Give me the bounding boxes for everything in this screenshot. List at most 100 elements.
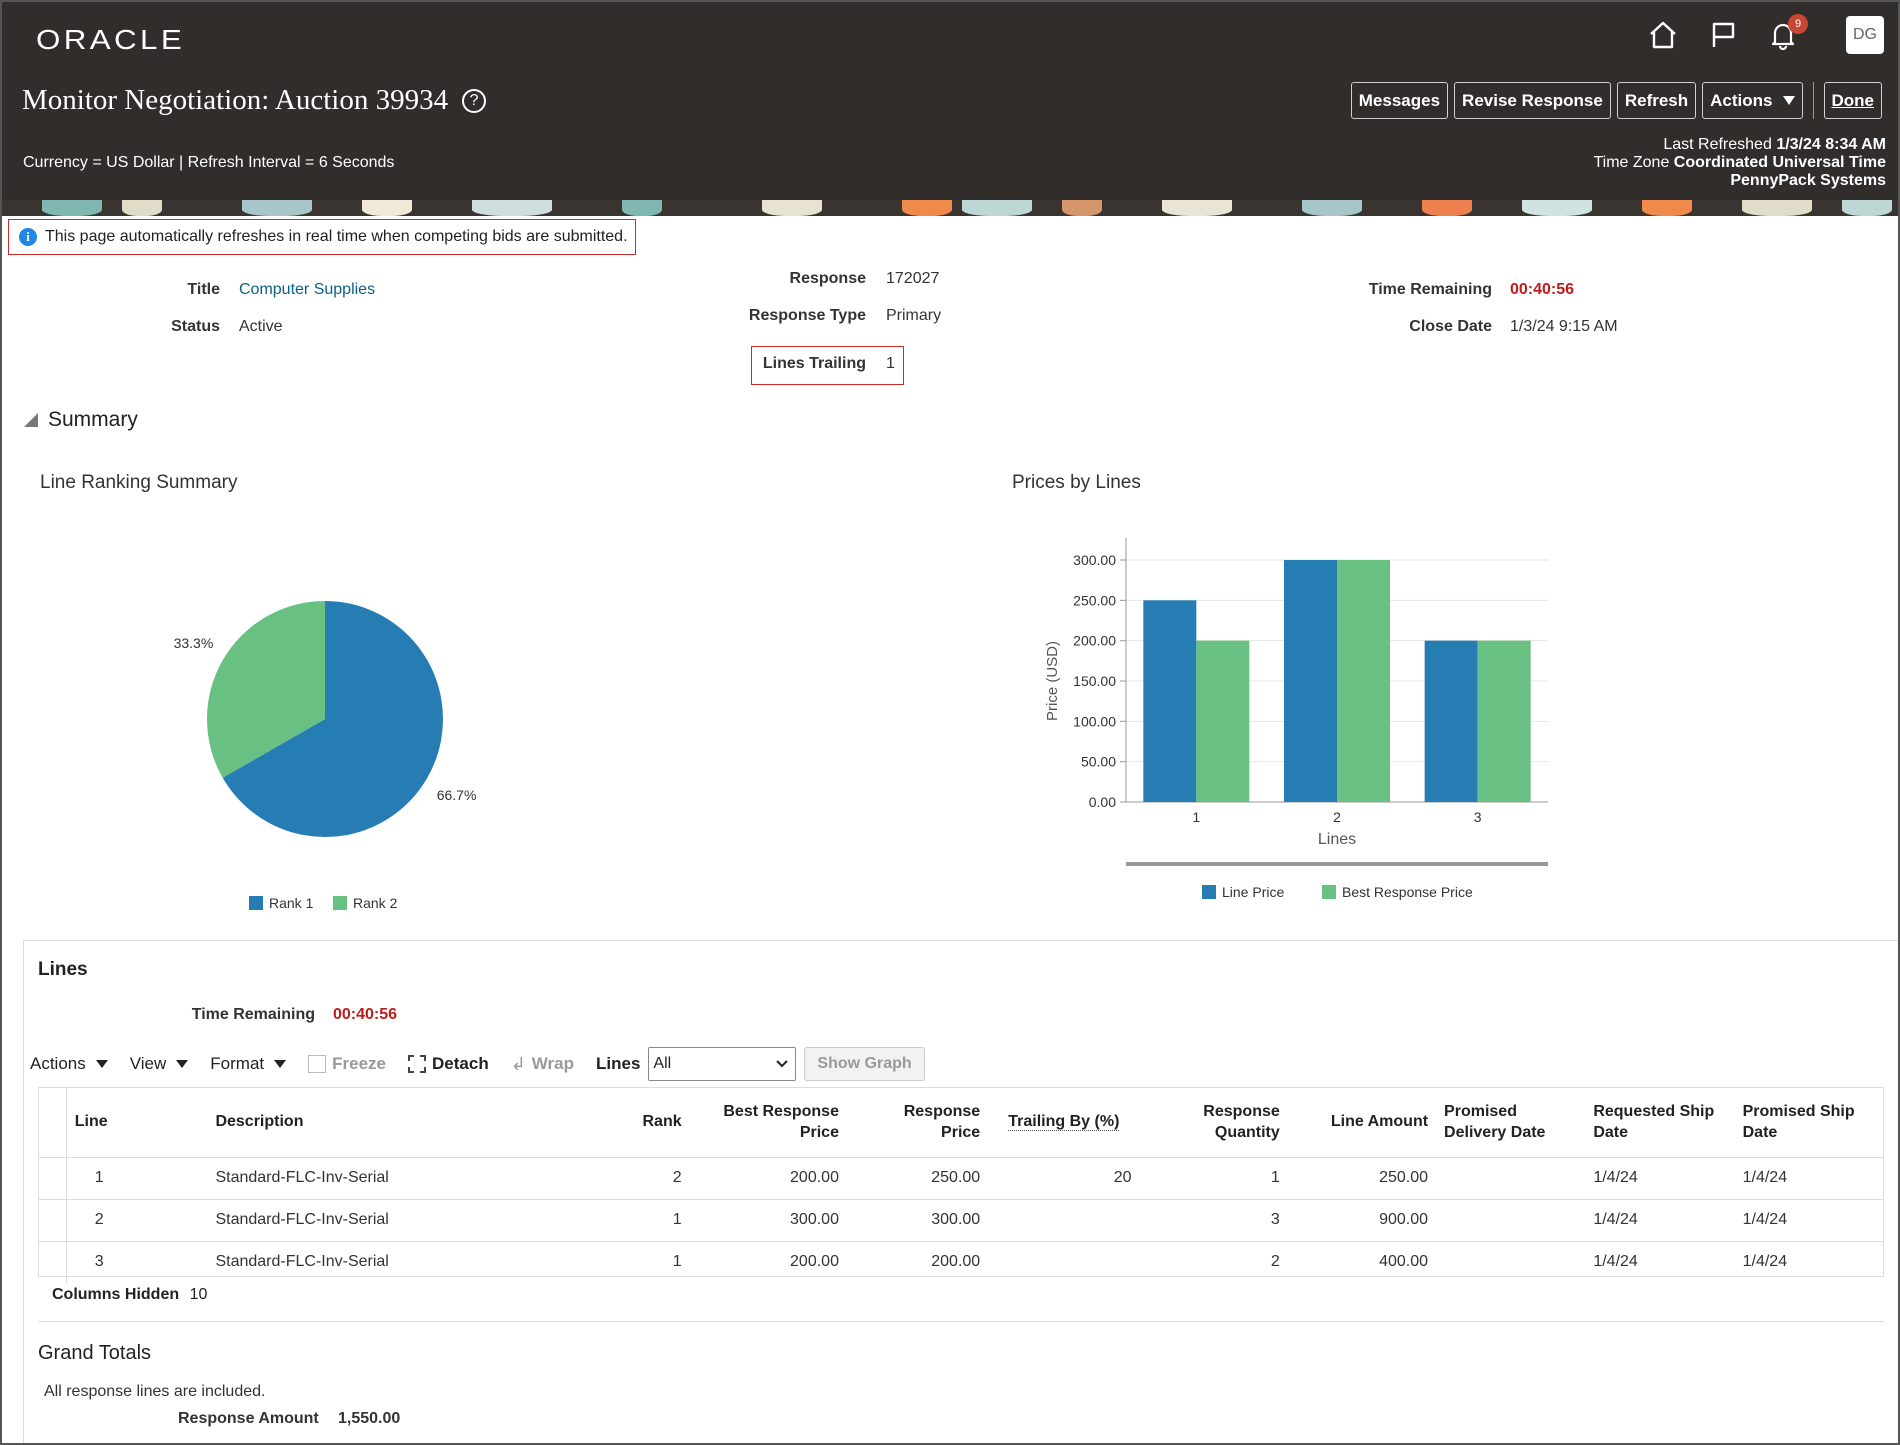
prices-by-lines-bar-chart: 0.00 50.00 100.00 150.00 200.00 250.00 300.00 1…	[1044, 538, 1548, 900]
promised-ship-cell: 1/4/24	[1734, 1240, 1884, 1283]
help-icon[interactable]: ?	[462, 88, 487, 113]
column-header-promised-delivery-date[interactable]: Promised Delivery Date	[1444, 1102, 1546, 1141]
columns-hidden-label: Columns Hidden	[52, 1286, 180, 1303]
info-message-text: This page automatically refreshes in rea…	[45, 228, 628, 245]
table-actions-label: Actions	[30, 1054, 86, 1073]
lines-toolbar: Actions View Format Freeze Detach ↲ Wrap…	[30, 1047, 925, 1081]
y-axis-label: Price (USD)	[1044, 641, 1061, 721]
lines-trailing-value: 1	[886, 355, 895, 372]
column-header-response-quantity[interactable]: Response Quantity	[1203, 1102, 1280, 1141]
currency-info: Currency = US Dollar | Refresh Interval …	[23, 154, 395, 171]
refresh-button[interactable]: Refresh	[1616, 82, 1697, 119]
view-menu[interactable]: View	[130, 1054, 189, 1074]
legend-swatch	[1322, 885, 1336, 899]
home-icon[interactable]	[1646, 18, 1680, 52]
last-refreshed-value: 1/3/24 8:34 AM	[1776, 136, 1886, 153]
title-label: Title	[187, 281, 220, 298]
best-response-price-cell: 300.00	[689, 1198, 847, 1241]
line-amount-cell: 250.00	[1287, 1156, 1437, 1199]
caret-down-icon	[274, 1060, 287, 1068]
flag-icon[interactable]	[1706, 18, 1740, 52]
column-header-response-price[interactable]: Response Price	[903, 1102, 981, 1141]
trailing-by-cell: 20	[988, 1156, 1140, 1199]
table-row[interactable]: 3 Standard-FLC-Inv-Serial 1 200.00 200.0…	[38, 1240, 1884, 1283]
column-header-description[interactable]: Description	[215, 1113, 304, 1131]
y-tick-label: 100.00	[1073, 713, 1116, 729]
caret-down-icon	[176, 1060, 189, 1068]
close-date-value: 1/3/24 9:15 AM	[1510, 318, 1618, 335]
grand-totals-note: All response lines are included.	[44, 1383, 266, 1400]
close-date-label: Close Date	[1409, 318, 1492, 335]
detach-button[interactable]: Detach	[408, 1054, 489, 1074]
line-number-link[interactable]: 3	[66, 1240, 208, 1283]
freeze-label: Freeze	[332, 1054, 387, 1073]
lines-filter-select[interactable]: All	[648, 1047, 797, 1081]
trailing-by-cell	[988, 1198, 1140, 1241]
title-link[interactable]: Computer Supplies	[239, 281, 376, 298]
response-price-cell: 200.00	[846, 1240, 989, 1283]
legend-label: Rank 1	[269, 895, 314, 911]
messages-button[interactable]: Messages	[1350, 82, 1449, 119]
page-title: Monitor Negotiation: Auction 39934	[22, 84, 449, 116]
header-buttons: Messages Revise Response Refresh Actions…	[1350, 82, 1882, 119]
line-number-link[interactable]: 2	[66, 1198, 208, 1241]
column-header-rank[interactable]: Rank	[642, 1113, 682, 1131]
line-description-link[interactable]: Standard-FLC-Inv-Serial	[207, 1240, 591, 1283]
page-header: ORACLE 9 DG Monitor Negotiation: Auction…	[2, 2, 1898, 200]
table-row[interactable]: 1 Standard-FLC-Inv-Serial 2 200.00 250.0…	[38, 1156, 1884, 1199]
line-description-link[interactable]: Standard-FLC-Inv-Serial	[207, 1198, 591, 1241]
freeze-button[interactable]: Freeze	[308, 1054, 386, 1074]
y-tick-label: 150.00	[1073, 673, 1116, 689]
timezone-label: Time Zone	[1593, 154, 1670, 171]
oracle-logo[interactable]: ORACLE	[36, 24, 186, 55]
line-number-link[interactable]: 1	[66, 1156, 208, 1199]
column-header-best-response-price[interactable]: Best Response Price	[723, 1102, 839, 1141]
pie-slice-label: 66.7%	[437, 787, 477, 803]
y-tick-label: 300.00	[1073, 552, 1116, 568]
done-button[interactable]: Done	[1823, 82, 1882, 119]
row-selector[interactable]	[38, 1198, 67, 1241]
timezone-value: Coordinated Universal Time	[1673, 154, 1886, 171]
summary-section-toggle[interactable]: Summary	[24, 408, 138, 432]
line-description-link[interactable]: Standard-FLC-Inv-Serial	[207, 1156, 591, 1199]
refresh-info: Last Refreshed 1/3/24 8:34 AM Time Zone …	[1593, 136, 1886, 190]
info-icon: i	[19, 228, 37, 246]
column-header-line-amount[interactable]: Line Amount	[1330, 1113, 1429, 1131]
column-header-promised-ship-date[interactable]: Promised Ship Date	[1742, 1102, 1855, 1141]
response-type-label: Response Type	[748, 307, 866, 324]
column-header-requested-ship-date[interactable]: Requested Ship Date	[1593, 1102, 1715, 1141]
x-axis-label: Lines	[1318, 831, 1356, 848]
actions-menu-label: Actions	[1710, 90, 1773, 110]
row-selector[interactable]	[38, 1156, 67, 1199]
promised-delivery-cell	[1436, 1240, 1586, 1283]
column-header-trailing-by[interactable]: Trailing By (%)	[1008, 1113, 1120, 1132]
decorative-banner	[2, 200, 1898, 216]
page-title-row: Monitor Negotiation: Auction 39934 ?	[22, 84, 487, 117]
lines-filter-label: Lines	[596, 1054, 641, 1073]
lines-trailing-highlight	[751, 346, 904, 385]
show-graph-button[interactable]: Show Graph	[804, 1047, 925, 1081]
row-selector[interactable]	[38, 1240, 67, 1283]
y-tick-label: 50.00	[1081, 754, 1116, 770]
format-menu[interactable]: Format	[210, 1054, 287, 1074]
wrap-button[interactable]: ↲ Wrap	[511, 1054, 574, 1075]
best-response-price-cell: 200.00	[689, 1156, 847, 1199]
line-ranking-pie-chart: 66.7% 33.3% Rank 1 Rank 2	[174, 601, 477, 911]
bell-icon[interactable]: 9	[1766, 14, 1808, 52]
user-avatar[interactable]: DG	[1846, 16, 1884, 54]
actions-menu-button[interactable]: Actions	[1702, 82, 1803, 119]
bar-line-price	[1143, 600, 1197, 802]
bar-line-price	[1284, 560, 1337, 802]
response-value: 172027	[886, 270, 940, 287]
time-remaining-value: 00:40:56	[1510, 281, 1575, 298]
bar-line-price	[1424, 640, 1478, 802]
column-header-line[interactable]: Line	[74, 1113, 108, 1131]
pie-slice-label: 33.3%	[174, 635, 214, 651]
pie-chart-title: Line Ranking Summary	[40, 472, 238, 493]
table-row[interactable]: 2 Standard-FLC-Inv-Serial 1 300.00 300.0…	[38, 1198, 1884, 1241]
revise-response-button[interactable]: Revise Response	[1454, 82, 1611, 119]
table-actions-menu[interactable]: Actions	[30, 1054, 108, 1074]
promised-ship-cell: 1/4/24	[1734, 1156, 1884, 1199]
legend-swatch	[333, 896, 347, 910]
response-price-cell: 250.00	[846, 1156, 989, 1199]
